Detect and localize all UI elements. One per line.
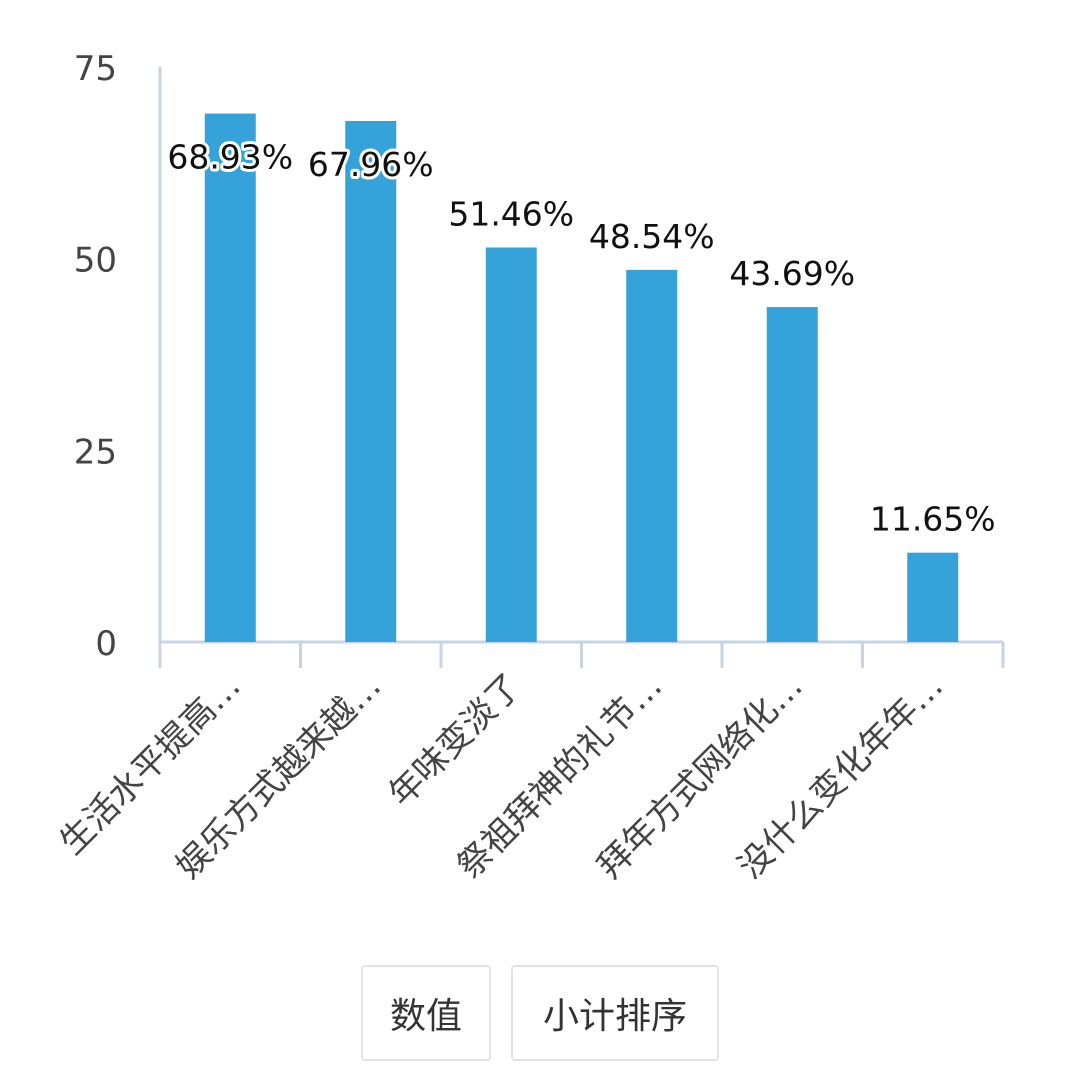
bar (204, 113, 256, 642)
y-tick-label: 50 (74, 241, 117, 281)
bar-value-label: 51.46% (448, 194, 574, 233)
values-button[interactable]: 数值 (361, 965, 491, 1061)
bar-value-label: 11.65% (870, 500, 996, 539)
bar (907, 552, 959, 642)
y-tick-label: 25 (74, 432, 117, 472)
sort-by-subtotal-button[interactable]: 小计排序 (511, 965, 719, 1061)
bar-value-label: 68.93% (167, 138, 293, 177)
bar (626, 269, 678, 642)
bar-value-label: 43.69% (729, 254, 855, 293)
bar (766, 307, 818, 642)
x-category-label: 年味变淡了 (381, 666, 529, 814)
bar-value-label: 48.54% (589, 217, 715, 256)
bar-value-label: 67.96% (308, 145, 434, 184)
bar (345, 120, 397, 643)
bar-chart: 025507568.93%生活水平提高…67.96%娱乐方式越来越…51.46%… (52, 49, 1005, 887)
bar (485, 247, 537, 642)
y-tick-label: 0 (95, 624, 117, 664)
chart-controls: 数值 小计排序 (361, 965, 719, 1061)
y-tick-label: 75 (74, 49, 117, 89)
